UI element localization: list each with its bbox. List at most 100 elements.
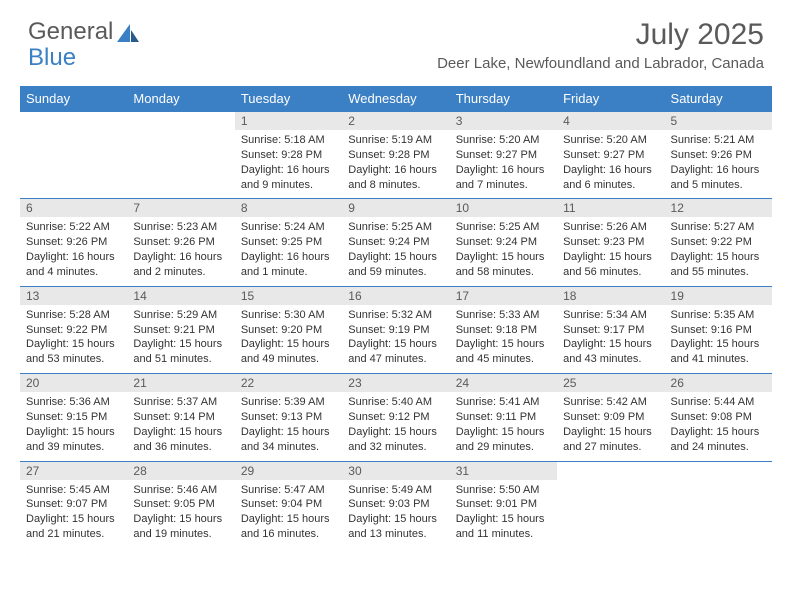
- daylight-line: Daylight: 15 hours and 47 minutes.: [348, 337, 443, 367]
- day-number-cell: 25: [557, 374, 664, 393]
- month-title: July 2025: [437, 18, 764, 51]
- day-number-cell: 29: [235, 461, 342, 480]
- sunrise-line: Sunrise: 5:25 AM: [456, 220, 551, 235]
- day-number-cell: 4: [557, 112, 664, 131]
- location: Deer Lake, Newfoundland and Labrador, Ca…: [437, 55, 764, 72]
- sunset-line: Sunset: 9:09 PM: [563, 410, 658, 425]
- day-number-cell: 23: [342, 374, 449, 393]
- day-number-cell: 13: [20, 286, 127, 305]
- sunrise-line: Sunrise: 5:37 AM: [133, 395, 228, 410]
- sunrise-line: Sunrise: 5:34 AM: [563, 308, 658, 323]
- sunrise-line: Sunrise: 5:50 AM: [456, 483, 551, 498]
- day-content-cell: Sunrise: 5:27 AMSunset: 9:22 PMDaylight:…: [665, 217, 772, 286]
- day-number-cell: 24: [450, 374, 557, 393]
- logo: General: [28, 18, 141, 46]
- sunrise-line: Sunrise: 5:45 AM: [26, 483, 121, 498]
- daylight-line: Daylight: 15 hours and 11 minutes.: [456, 512, 551, 542]
- day-number-cell: 1: [235, 112, 342, 131]
- daylight-line: Daylight: 16 hours and 4 minutes.: [26, 250, 121, 280]
- day-content-cell: Sunrise: 5:23 AMSunset: 9:26 PMDaylight:…: [127, 217, 234, 286]
- day-content-cell: [557, 480, 664, 548]
- day-content-cell: Sunrise: 5:22 AMSunset: 9:26 PMDaylight:…: [20, 217, 127, 286]
- sunrise-line: Sunrise: 5:39 AM: [241, 395, 336, 410]
- day-content-row: Sunrise: 5:22 AMSunset: 9:26 PMDaylight:…: [20, 217, 772, 286]
- sunrise-line: Sunrise: 5:44 AM: [671, 395, 766, 410]
- sunset-line: Sunset: 9:27 PM: [456, 148, 551, 163]
- daylight-line: Daylight: 15 hours and 27 minutes.: [563, 425, 658, 455]
- sunset-line: Sunset: 9:26 PM: [671, 148, 766, 163]
- day-number-cell: 30: [342, 461, 449, 480]
- day-number-cell: 14: [127, 286, 234, 305]
- day-number-cell: 8: [235, 199, 342, 218]
- day-number-cell: 15: [235, 286, 342, 305]
- day-content-cell: Sunrise: 5:24 AMSunset: 9:25 PMDaylight:…: [235, 217, 342, 286]
- daylight-line: Daylight: 15 hours and 24 minutes.: [671, 425, 766, 455]
- sunrise-line: Sunrise: 5:29 AM: [133, 308, 228, 323]
- day-content-cell: Sunrise: 5:39 AMSunset: 9:13 PMDaylight:…: [235, 392, 342, 461]
- sunrise-line: Sunrise: 5:18 AM: [241, 133, 336, 148]
- day-number-cell: 11: [557, 199, 664, 218]
- day-content-cell: Sunrise: 5:30 AMSunset: 9:20 PMDaylight:…: [235, 305, 342, 374]
- daylight-line: Daylight: 15 hours and 56 minutes.: [563, 250, 658, 280]
- day-content-cell: Sunrise: 5:19 AMSunset: 9:28 PMDaylight:…: [342, 130, 449, 199]
- sunset-line: Sunset: 9:26 PM: [133, 235, 228, 250]
- daylight-line: Daylight: 15 hours and 41 minutes.: [671, 337, 766, 367]
- sunset-line: Sunset: 9:14 PM: [133, 410, 228, 425]
- day-header: Thursday: [450, 86, 557, 112]
- sunrise-line: Sunrise: 5:46 AM: [133, 483, 228, 498]
- day-number-cell: 6: [20, 199, 127, 218]
- day-number-row: 12345: [20, 112, 772, 131]
- day-content-cell: Sunrise: 5:18 AMSunset: 9:28 PMDaylight:…: [235, 130, 342, 199]
- day-number-cell: 10: [450, 199, 557, 218]
- day-number-cell: 7: [127, 199, 234, 218]
- day-number-cell: 20: [20, 374, 127, 393]
- day-header: Monday: [127, 86, 234, 112]
- title-block: July 2025 Deer Lake, Newfoundland and La…: [437, 18, 764, 72]
- daylight-line: Daylight: 15 hours and 16 minutes.: [241, 512, 336, 542]
- daylight-line: Daylight: 15 hours and 53 minutes.: [26, 337, 121, 367]
- sunset-line: Sunset: 9:01 PM: [456, 497, 551, 512]
- day-number-row: 13141516171819: [20, 286, 772, 305]
- daylight-line: Daylight: 15 hours and 58 minutes.: [456, 250, 551, 280]
- day-content-cell: Sunrise: 5:34 AMSunset: 9:17 PMDaylight:…: [557, 305, 664, 374]
- sunset-line: Sunset: 9:22 PM: [26, 323, 121, 338]
- daylight-line: Daylight: 15 hours and 32 minutes.: [348, 425, 443, 455]
- day-number-cell: 16: [342, 286, 449, 305]
- day-content-cell: Sunrise: 5:41 AMSunset: 9:11 PMDaylight:…: [450, 392, 557, 461]
- sunset-line: Sunset: 9:16 PM: [671, 323, 766, 338]
- daylight-line: Daylight: 16 hours and 7 minutes.: [456, 163, 551, 193]
- sunset-line: Sunset: 9:24 PM: [456, 235, 551, 250]
- sunrise-line: Sunrise: 5:26 AM: [563, 220, 658, 235]
- day-content-cell: Sunrise: 5:28 AMSunset: 9:22 PMDaylight:…: [20, 305, 127, 374]
- daylight-line: Daylight: 15 hours and 45 minutes.: [456, 337, 551, 367]
- day-number-cell: 28: [127, 461, 234, 480]
- sunset-line: Sunset: 9:20 PM: [241, 323, 336, 338]
- day-content-cell: Sunrise: 5:20 AMSunset: 9:27 PMDaylight:…: [557, 130, 664, 199]
- day-content-cell: Sunrise: 5:37 AMSunset: 9:14 PMDaylight:…: [127, 392, 234, 461]
- day-header: Wednesday: [342, 86, 449, 112]
- day-header: Saturday: [665, 86, 772, 112]
- day-number-cell: 3: [450, 112, 557, 131]
- sunrise-line: Sunrise: 5:19 AM: [348, 133, 443, 148]
- sunset-line: Sunset: 9:28 PM: [348, 148, 443, 163]
- sunrise-line: Sunrise: 5:21 AM: [671, 133, 766, 148]
- day-number-cell: [665, 461, 772, 480]
- daylight-line: Daylight: 15 hours and 51 minutes.: [133, 337, 228, 367]
- sunset-line: Sunset: 9:27 PM: [563, 148, 658, 163]
- daylight-line: Daylight: 15 hours and 39 minutes.: [26, 425, 121, 455]
- day-content-cell: Sunrise: 5:42 AMSunset: 9:09 PMDaylight:…: [557, 392, 664, 461]
- day-number-cell: 27: [20, 461, 127, 480]
- day-content-cell: Sunrise: 5:49 AMSunset: 9:03 PMDaylight:…: [342, 480, 449, 548]
- day-header-row: SundayMondayTuesdayWednesdayThursdayFrid…: [20, 86, 772, 112]
- daylight-line: Daylight: 16 hours and 9 minutes.: [241, 163, 336, 193]
- sunset-line: Sunset: 9:18 PM: [456, 323, 551, 338]
- sunrise-line: Sunrise: 5:42 AM: [563, 395, 658, 410]
- sunset-line: Sunset: 9:12 PM: [348, 410, 443, 425]
- sunset-line: Sunset: 9:17 PM: [563, 323, 658, 338]
- sunrise-line: Sunrise: 5:23 AM: [133, 220, 228, 235]
- sunset-line: Sunset: 9:19 PM: [348, 323, 443, 338]
- sunset-line: Sunset: 9:11 PM: [456, 410, 551, 425]
- sunset-line: Sunset: 9:07 PM: [26, 497, 121, 512]
- day-number-row: 20212223242526: [20, 374, 772, 393]
- day-content-cell: Sunrise: 5:45 AMSunset: 9:07 PMDaylight:…: [20, 480, 127, 548]
